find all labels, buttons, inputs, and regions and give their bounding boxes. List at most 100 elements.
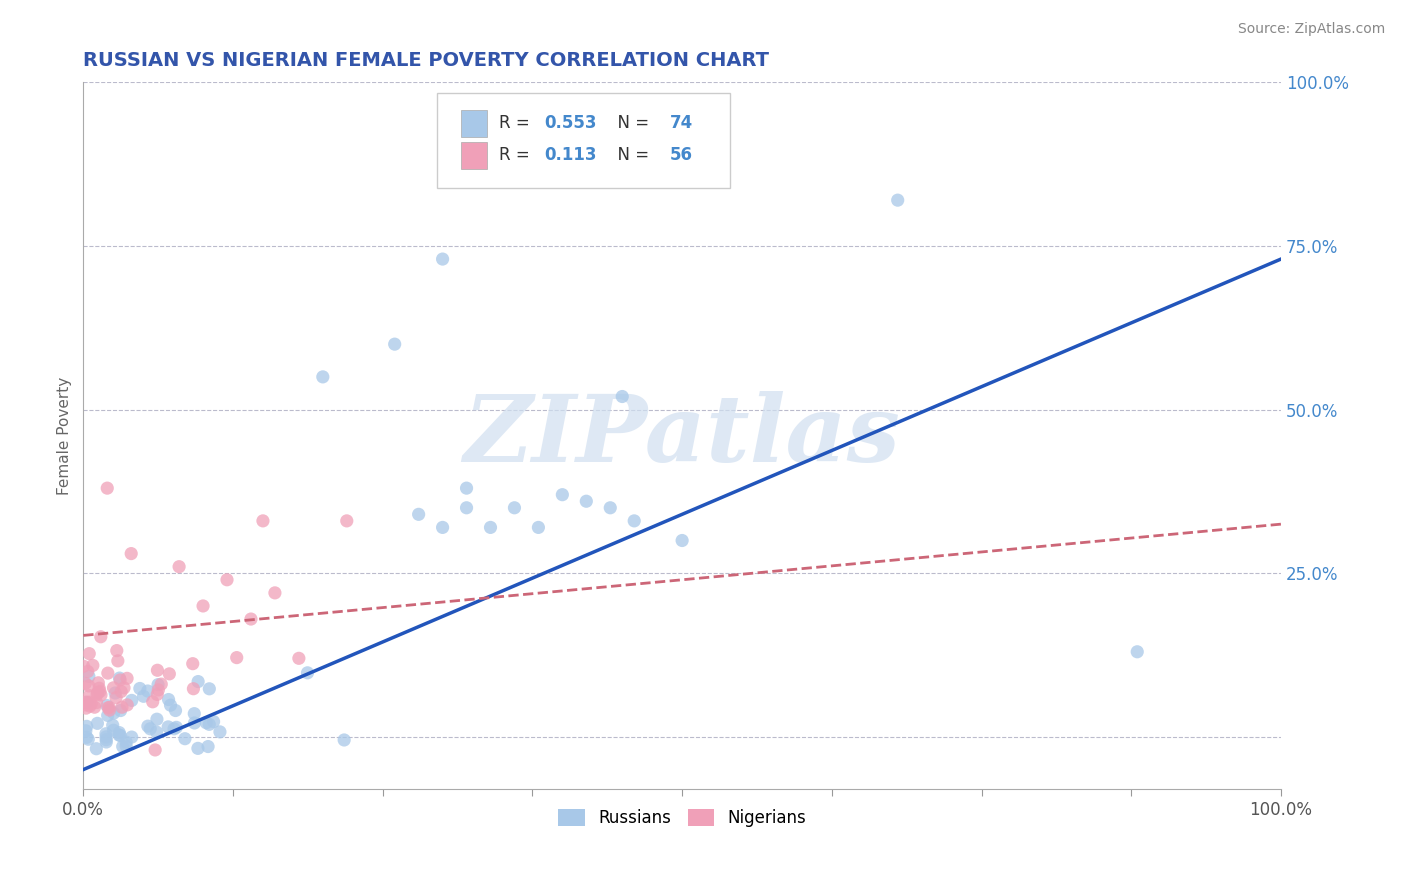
- Point: [96, 698, 118, 713]
- Point: [239, 612, 262, 626]
- Text: ZIPatlas: ZIPatlas: [464, 391, 901, 481]
- Point: [623, 514, 645, 528]
- Point: [191, 599, 214, 613]
- Point: [96, 732, 118, 747]
- FancyBboxPatch shape: [461, 142, 486, 169]
- Point: [148, 682, 170, 697]
- Point: [98, 700, 121, 714]
- Point: [195, 715, 218, 730]
- Point: [264, 586, 287, 600]
- Text: 74: 74: [671, 114, 693, 132]
- Text: 0.553: 0.553: [544, 114, 598, 132]
- Point: [103, 706, 125, 720]
- Point: [150, 677, 173, 691]
- Point: [86, 716, 108, 731]
- Point: [94, 730, 117, 744]
- Point: [174, 731, 197, 746]
- Point: [167, 559, 190, 574]
- Point: [86, 741, 108, 756]
- Point: [107, 654, 129, 668]
- Point: [599, 500, 621, 515]
- Point: [198, 717, 221, 731]
- Point: [136, 684, 159, 698]
- Point: [146, 663, 169, 677]
- Point: [110, 684, 132, 698]
- Point: [142, 695, 165, 709]
- Point: [76, 731, 98, 745]
- Point: [76, 719, 98, 733]
- Point: [456, 500, 478, 515]
- Point: [75, 676, 97, 690]
- Point: [408, 508, 430, 522]
- Point: [77, 732, 100, 747]
- Point: [75, 723, 97, 738]
- Point: [288, 651, 311, 665]
- Point: [77, 669, 100, 683]
- Point: [108, 673, 131, 687]
- Point: [86, 685, 108, 699]
- Point: [121, 730, 143, 744]
- Point: [103, 723, 125, 738]
- Legend: Russians, Nigerians: Russians, Nigerians: [551, 803, 813, 834]
- Text: RUSSIAN VS NIGERIAN FEMALE POVERTY CORRELATION CHART: RUSSIAN VS NIGERIAN FEMALE POVERTY CORRE…: [83, 51, 769, 70]
- Point: [108, 671, 131, 685]
- Point: [89, 684, 111, 698]
- Point: [111, 739, 134, 754]
- Point: [181, 657, 204, 671]
- Point: [76, 665, 98, 679]
- Point: [77, 679, 100, 693]
- Point: [671, 533, 693, 548]
- Point: [432, 252, 454, 266]
- Point: [110, 704, 132, 718]
- Point: [105, 643, 128, 657]
- Point: [202, 714, 225, 729]
- Point: [146, 678, 169, 692]
- Point: [83, 700, 105, 714]
- Point: [336, 514, 359, 528]
- Point: [75, 701, 97, 715]
- Point: [456, 481, 478, 495]
- Point: [132, 690, 155, 704]
- Point: [97, 666, 120, 681]
- FancyBboxPatch shape: [461, 110, 486, 136]
- Point: [79, 689, 101, 703]
- Point: [103, 681, 125, 695]
- Point: [80, 697, 103, 711]
- Point: [503, 500, 526, 515]
- Point: [1126, 645, 1149, 659]
- Point: [76, 695, 98, 709]
- Point: [432, 520, 454, 534]
- Point: [197, 739, 219, 754]
- Point: [115, 698, 138, 712]
- Point: [146, 687, 169, 701]
- Point: [208, 724, 231, 739]
- Point: [82, 658, 104, 673]
- Text: Source: ZipAtlas.com: Source: ZipAtlas.com: [1237, 22, 1385, 37]
- Point: [165, 720, 187, 734]
- Point: [183, 681, 205, 696]
- Point: [215, 573, 238, 587]
- Point: [575, 494, 598, 508]
- Point: [145, 725, 167, 739]
- Text: R =: R =: [499, 146, 540, 164]
- Point: [108, 728, 131, 742]
- Point: [333, 733, 356, 747]
- Point: [115, 739, 138, 753]
- Point: [79, 699, 101, 714]
- Point: [312, 370, 335, 384]
- Point: [479, 520, 502, 534]
- Point: [104, 686, 127, 700]
- Point: [551, 488, 574, 502]
- Point: [108, 725, 131, 739]
- Point: [77, 647, 100, 661]
- Point: [97, 701, 120, 715]
- Point: [187, 741, 209, 756]
- Point: [183, 706, 205, 721]
- Point: [89, 681, 111, 696]
- Point: [159, 698, 181, 713]
- Point: [98, 703, 121, 717]
- Point: [94, 727, 117, 741]
- Point: [128, 681, 150, 696]
- Point: [163, 722, 186, 736]
- Point: [121, 693, 143, 707]
